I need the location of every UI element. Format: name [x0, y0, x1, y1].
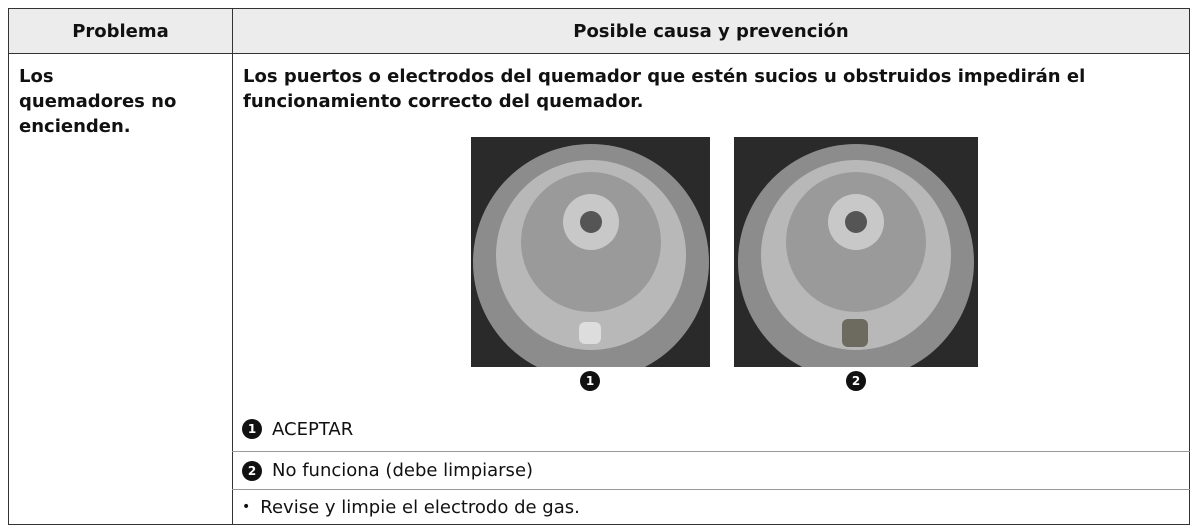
- note-marker: •: [242, 499, 251, 515]
- header-text: Posible causa y prevención: [573, 20, 849, 42]
- problem-cell: Los quemadores no encienden.: [8, 53, 233, 525]
- header-text: Problema: [72, 20, 169, 42]
- problem-text: Los quemadores no encienden.: [19, 66, 177, 137]
- burner-photo: [471, 137, 710, 367]
- cause-cell: Los puertos o electrodos del quemador qu…: [232, 53, 1190, 525]
- burner-photo: [734, 137, 978, 367]
- image-badge: 2: [846, 371, 866, 391]
- image-badge: 1: [580, 371, 600, 391]
- note-row: 1 ACEPTAR: [232, 407, 1190, 451]
- note-row: • Revise y limpie el electrodo de gas.: [232, 489, 1190, 524]
- note-marker: 2: [242, 460, 262, 481]
- note-text: No funciona (debe limpiarse): [272, 460, 534, 481]
- note-row: 2 No funciona (debe limpiarse): [232, 451, 1190, 489]
- note-text: Revise y limpie el electrodo de gas.: [260, 496, 580, 518]
- header-cell: Problema: [8, 8, 233, 54]
- header-cell: Posible causa y prevención: [232, 8, 1190, 54]
- cause-text: Los puertos o electrodos del quemador qu…: [243, 66, 1086, 112]
- note-marker: 1: [242, 419, 262, 439]
- note-text: ACEPTAR: [272, 418, 354, 440]
